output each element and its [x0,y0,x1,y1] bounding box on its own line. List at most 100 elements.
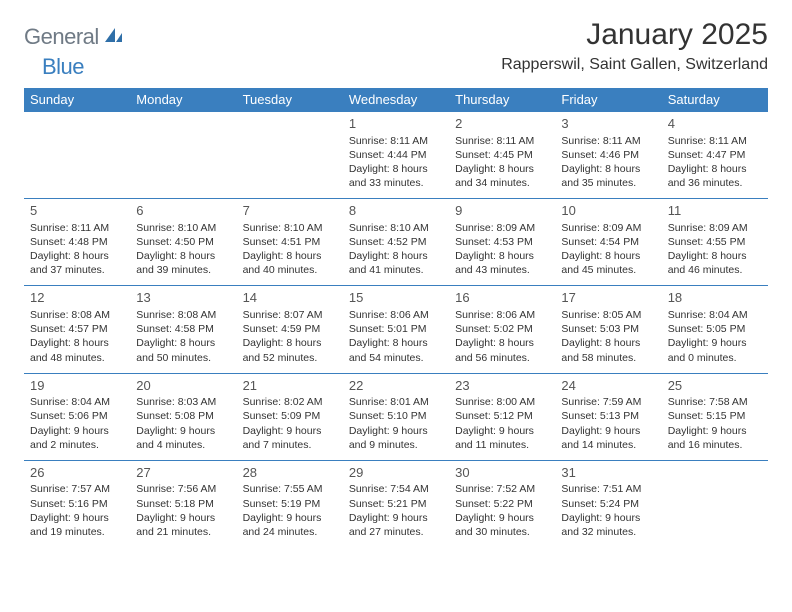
daylight-line: Daylight: 8 hours and 58 minutes. [561,336,655,364]
sunrise-line: Sunrise: 7:59 AM [561,395,655,409]
day-cell-20: 20Sunrise: 8:03 AMSunset: 5:08 PMDayligh… [130,373,236,460]
sunrise-line: Sunrise: 8:06 AM [349,308,443,322]
sunset-line: Sunset: 5:18 PM [136,497,230,511]
day-header-friday: Friday [555,88,661,112]
day-number: 13 [136,289,230,307]
day-number: 4 [668,115,762,133]
daylight-line: Daylight: 9 hours and 24 minutes. [243,511,337,539]
day-number: 7 [243,202,337,220]
sunset-line: Sunset: 4:48 PM [30,235,124,249]
day-cell-15: 15Sunrise: 8:06 AMSunset: 5:01 PMDayligh… [343,286,449,373]
day-number: 24 [561,377,655,395]
sunset-line: Sunset: 5:24 PM [561,497,655,511]
day-number: 21 [243,377,337,395]
sunset-line: Sunset: 5:12 PM [455,409,549,423]
day-number: 22 [349,377,443,395]
day-number: 2 [455,115,549,133]
sunset-line: Sunset: 5:03 PM [561,322,655,336]
calendar-row: 12Sunrise: 8:08 AMSunset: 4:57 PMDayligh… [24,286,768,373]
day-cell-16: 16Sunrise: 8:06 AMSunset: 5:02 PMDayligh… [449,286,555,373]
day-number: 17 [561,289,655,307]
sunset-line: Sunset: 5:01 PM [349,322,443,336]
location: Rapperswil, Saint Gallen, Switzerland [501,56,768,74]
daylight-line: Daylight: 9 hours and 16 minutes. [668,424,762,452]
day-number: 30 [455,464,549,482]
sunrise-line: Sunrise: 7:56 AM [136,482,230,496]
sunrise-line: Sunrise: 8:00 AM [455,395,549,409]
day-cell-5: 5Sunrise: 8:11 AMSunset: 4:48 PMDaylight… [24,199,130,286]
day-cell-11: 11Sunrise: 8:09 AMSunset: 4:55 PMDayligh… [662,199,768,286]
day-cell-28: 28Sunrise: 7:55 AMSunset: 5:19 PMDayligh… [237,460,343,547]
sunrise-line: Sunrise: 8:05 AM [561,308,655,322]
day-cell-27: 27Sunrise: 7:56 AMSunset: 5:18 PMDayligh… [130,460,236,547]
sunrise-line: Sunrise: 8:02 AM [243,395,337,409]
sunset-line: Sunset: 4:57 PM [30,322,124,336]
logo-text-blue: Blue [42,54,84,80]
empty-cell [662,460,768,547]
day-cell-31: 31Sunrise: 7:51 AMSunset: 5:24 PMDayligh… [555,460,661,547]
day-cell-25: 25Sunrise: 7:58 AMSunset: 5:15 PMDayligh… [662,373,768,460]
day-cell-22: 22Sunrise: 8:01 AMSunset: 5:10 PMDayligh… [343,373,449,460]
daylight-line: Daylight: 8 hours and 33 minutes. [349,162,443,190]
day-cell-7: 7Sunrise: 8:10 AMSunset: 4:51 PMDaylight… [237,199,343,286]
daylight-line: Daylight: 8 hours and 39 minutes. [136,249,230,277]
sunset-line: Sunset: 5:13 PM [561,409,655,423]
logo-text-general: General [24,24,99,50]
day-number: 19 [30,377,124,395]
day-cell-29: 29Sunrise: 7:54 AMSunset: 5:21 PMDayligh… [343,460,449,547]
daylight-line: Daylight: 8 hours and 46 minutes. [668,249,762,277]
day-number: 23 [455,377,549,395]
sunrise-line: Sunrise: 8:06 AM [455,308,549,322]
calendar-row: 19Sunrise: 8:04 AMSunset: 5:06 PM Dayligh… [24,373,768,460]
sunrise-line: Sunrise: 7:58 AM [668,395,762,409]
day-number: 8 [349,202,443,220]
day-number: 12 [30,289,124,307]
sunrise-line: Sunrise: 8:08 AM [30,308,124,322]
day-header-sunday: Sunday [24,88,130,112]
sunset-line: Sunset: 4:54 PM [561,235,655,249]
daylight-line: Daylight: 8 hours and 36 minutes. [668,162,762,190]
sunrise-line: Sunrise: 8:08 AM [136,308,230,322]
day-number: 26 [30,464,124,482]
day-number: 9 [455,202,549,220]
day-header-monday: Monday [130,88,236,112]
sunset-line: Sunset: 5:22 PM [455,497,549,511]
day-cell-13: 13Sunrise: 8:08 AMSunset: 4:58 PMDayligh… [130,286,236,373]
day-header-thursday: Thursday [449,88,555,112]
daylight-line: Daylight: 8 hours and 34 minutes. [455,162,549,190]
day-number: 15 [349,289,443,307]
day-number: 10 [561,202,655,220]
sunrise-line: Sunrise: 7:55 AM [243,482,337,496]
sunrise-line: Sunrise: 8:09 AM [561,221,655,235]
daylight-line: Daylight: 9 hours and 14 minutes. [561,424,655,452]
daylight-line: Daylight: 8 hours and 37 minutes. [30,249,124,277]
day-cell-30: 30Sunrise: 7:52 AMSunset: 5:22 PMDayligh… [449,460,555,547]
sunset-line: Sunset: 4:47 PM [668,148,762,162]
sunrise-line: Sunrise: 8:11 AM [349,134,443,148]
sunrise-line: Sunrise: 8:10 AM [243,221,337,235]
day-cell-26: 26Sunrise: 7:57 AMSunset: 5:16 PMDayligh… [24,460,130,547]
sunrise-line: Sunrise: 8:03 AM [136,395,230,409]
day-cell-21: 21Sunrise: 8:02 AMSunset: 5:09 PMDayligh… [237,373,343,460]
sunrise-line: Sunrise: 8:10 AM [136,221,230,235]
day-cell-10: 10Sunrise: 8:09 AMSunset: 4:54 PMDayligh… [555,199,661,286]
sunset-line: Sunset: 4:46 PM [561,148,655,162]
day-cell-19: 19Sunrise: 8:04 AMSunset: 5:06 PMDayligh… [24,373,130,460]
sunrise-line: Sunrise: 7:52 AM [455,482,549,496]
sunrise-line: Sunrise: 7:54 AM [349,482,443,496]
sunrise-line: Sunrise: 7:51 AM [561,482,655,496]
sunset-line: Sunset: 5:09 PM [243,409,337,423]
sunset-line: Sunset: 4:44 PM [349,148,443,162]
sunset-line: Sunset: 5:08 PM [136,409,230,423]
daylight-line: Daylight: 9 hours and 0 minutes. [668,336,762,364]
daylight-line: Daylight: 9 hours and 9 minutes. [349,424,443,452]
sunset-line: Sunset: 4:55 PM [668,235,762,249]
logo: General [24,24,125,50]
empty-cell [24,112,130,199]
daylight-line: Daylight: 9 hours and 7 minutes. [243,424,337,452]
sunrise-line: Sunrise: 8:04 AM [30,395,124,409]
daylight-line: Daylight: 9 hours and 27 minutes. [349,511,443,539]
day-cell-8: 8Sunrise: 8:10 AMSunset: 4:52 PMDaylight… [343,199,449,286]
day-number: 5 [30,202,124,220]
sunset-line: Sunset: 5:06 PM [30,409,124,423]
